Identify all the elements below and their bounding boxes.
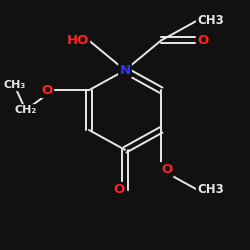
Text: CH₃: CH₃ (3, 80, 26, 90)
Text: HO: HO (66, 34, 89, 47)
Text: CH3: CH3 (197, 183, 224, 196)
Text: O: O (42, 84, 53, 97)
Text: O: O (197, 34, 208, 47)
Text: CH₂: CH₂ (14, 105, 37, 115)
Text: CH3: CH3 (197, 14, 224, 27)
Text: N: N (120, 64, 130, 77)
Text: O: O (161, 163, 172, 176)
Text: O: O (114, 183, 125, 196)
